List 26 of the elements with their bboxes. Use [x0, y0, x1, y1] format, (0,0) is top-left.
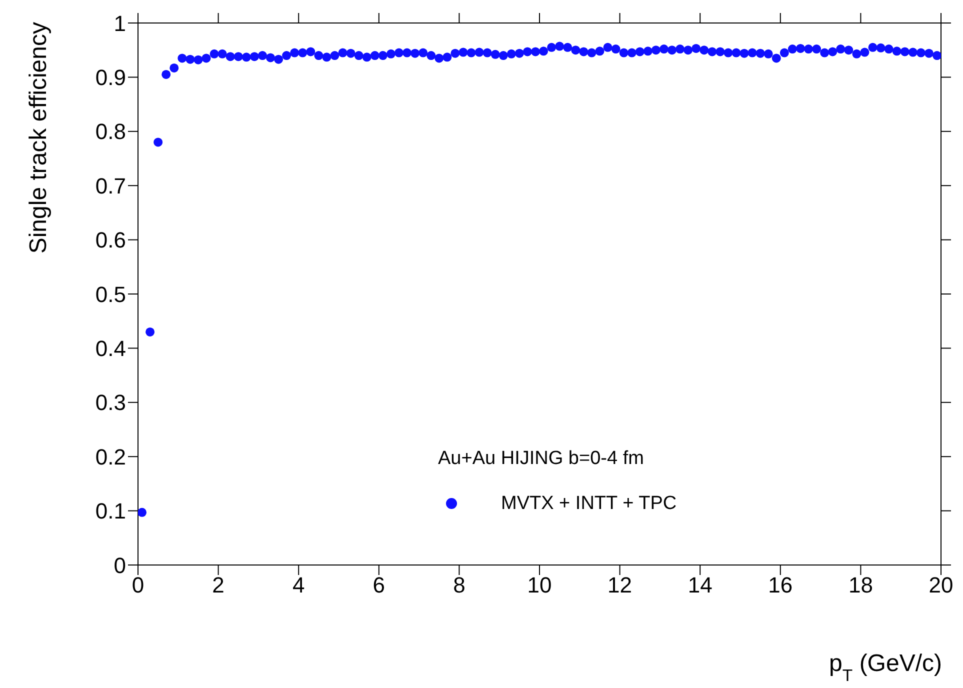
x-tick-label: 20 — [928, 572, 954, 598]
y-axis-title: Single track efficiency — [25, 22, 52, 254]
x-tick-label: 12 — [608, 572, 632, 598]
x-axis-title: p$_{T}$ (GeV/c) — [829, 650, 942, 684]
y-tick-label: 0.6 — [95, 228, 126, 253]
y-tick-label: 0.7 — [95, 173, 126, 198]
y-tick-label: 0.8 — [95, 119, 126, 144]
x-tick-label: 2 — [212, 572, 224, 598]
x-tick-label: 4 — [292, 572, 305, 598]
x-tick-label: 18 — [848, 572, 873, 598]
y-tick-label: 0.9 — [95, 65, 126, 90]
y-tick-label: 0 — [114, 552, 126, 578]
y-tick-label: 0.1 — [95, 498, 126, 524]
y-tick-label: 0.4 — [95, 336, 126, 362]
x-tick-label: 10 — [527, 572, 552, 598]
y-tick-label: 1 — [114, 10, 126, 36]
y-tick-label: 0.5 — [95, 282, 126, 307]
x-tick-label: 8 — [453, 572, 466, 598]
y-tick-label: 0.2 — [95, 444, 126, 470]
x-tick-label: 0 — [132, 572, 144, 598]
legend-title: Au+Au HIJING b=0-4 fm — [438, 448, 644, 470]
legend-label: MVTX + INTT + TPC — [501, 493, 677, 514]
y-tick-label: 0.3 — [95, 390, 126, 416]
x-tick-label: 14 — [688, 572, 712, 598]
x-tick-label: 16 — [768, 572, 793, 598]
x-tick-label: 6 — [372, 572, 386, 598]
